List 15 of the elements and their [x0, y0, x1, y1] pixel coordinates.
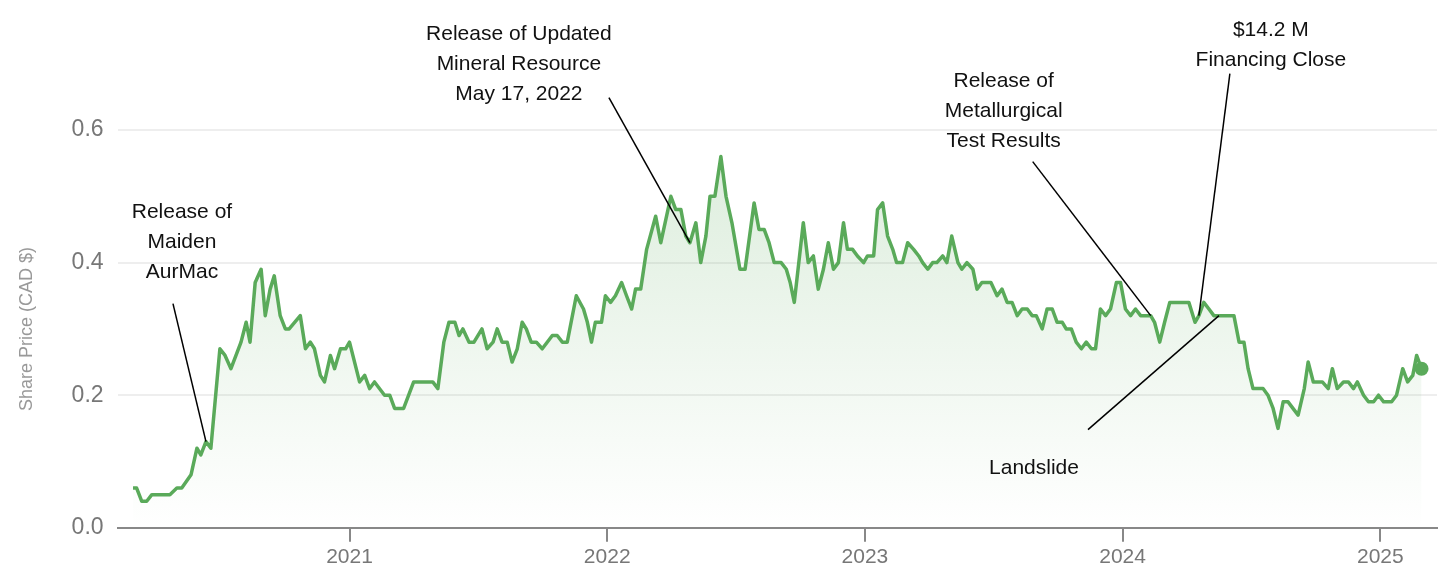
annotation: Release of Updated Mineral Resource May 17, 2022 [426, 20, 612, 104]
y-axis-title: Share Price (CAD $) [15, 246, 36, 411]
x-tick-label: 2021 [326, 544, 373, 568]
y-tick-label: 0.4 [71, 247, 104, 274]
y-tick-label: 0.0 [71, 513, 104, 540]
annotation: $14.2 M Financing Close [1195, 16, 1347, 70]
x-tick-label: 2025 [1356, 544, 1404, 568]
y-tick-label: 0.2 [71, 380, 104, 407]
annotation: Release of Maiden AurMac [131, 198, 233, 282]
x-tick-label: 2023 [841, 544, 889, 568]
x-tick-label: 2022 [583, 544, 631, 568]
y-tick-label: 0.6 [71, 115, 104, 142]
annotation: Landslide [989, 454, 1079, 478]
x-tick-label: 2024 [1099, 544, 1147, 568]
annotation: Release of Metallurgical Test Results [944, 67, 1063, 151]
